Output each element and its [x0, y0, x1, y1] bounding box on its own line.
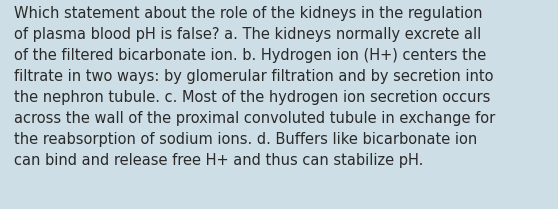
- Text: Which statement about the role of the kidneys in the regulation
of plasma blood : Which statement about the role of the ki…: [14, 6, 495, 168]
